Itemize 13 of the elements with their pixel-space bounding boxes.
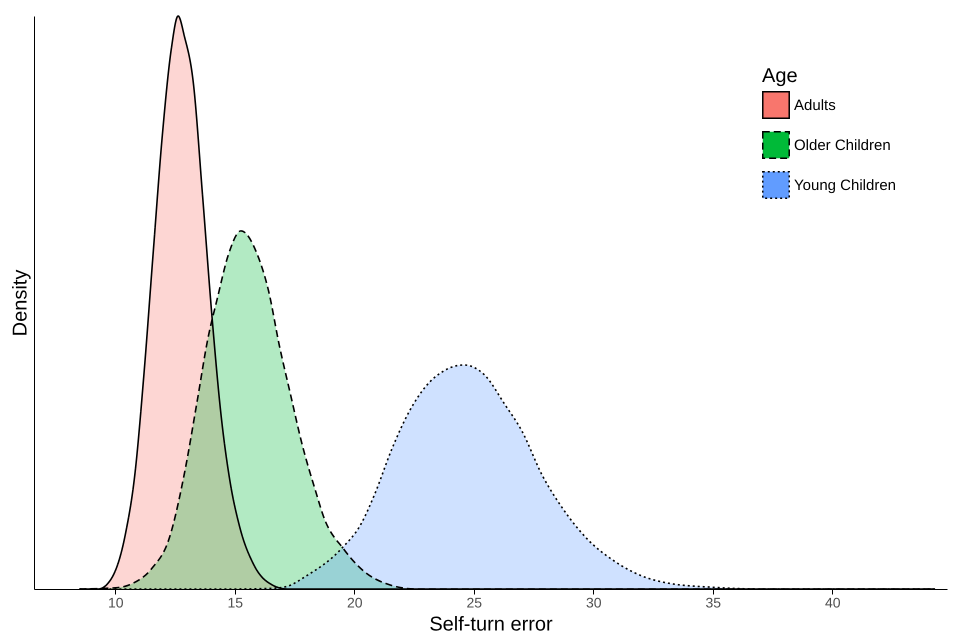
x-tick-label: 25 xyxy=(466,594,482,610)
x-tick-label: 15 xyxy=(227,594,244,610)
legend-label: Adults xyxy=(794,97,836,114)
x-tick-label: 30 xyxy=(586,594,602,610)
x-axis-title: Self-turn error xyxy=(429,614,554,636)
legend-label: Older Children xyxy=(794,137,891,154)
legend-label: Young Children xyxy=(794,177,896,194)
x-tick-label: 40 xyxy=(824,594,841,610)
legend-title: Age xyxy=(762,65,798,87)
y-axis-title: Density xyxy=(10,270,32,336)
x-tick-label: 35 xyxy=(705,594,722,610)
x-tick-label: 10 xyxy=(108,594,124,610)
x-tick-label: 20 xyxy=(346,594,363,610)
